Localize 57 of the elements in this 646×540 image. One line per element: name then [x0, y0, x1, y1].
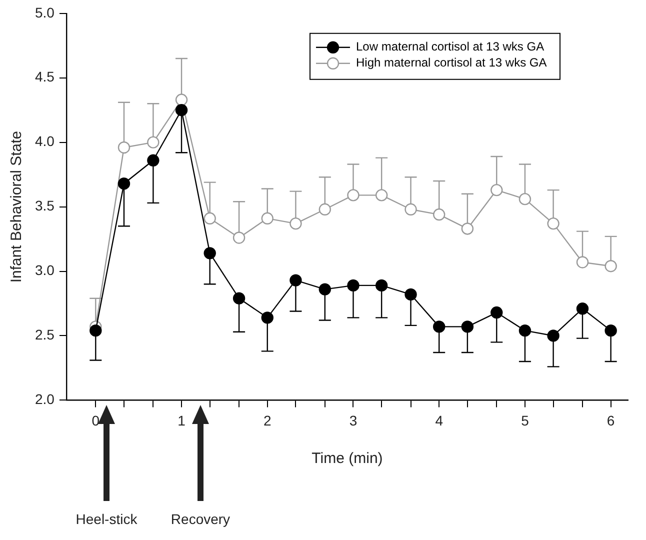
- point: [261, 312, 274, 324]
- point: [118, 177, 130, 190]
- point: [347, 189, 360, 202]
- point: [147, 136, 160, 148]
- x-axis-title: Time (min): [312, 450, 383, 468]
- point: [461, 222, 474, 235]
- point: [90, 324, 102, 337]
- point: [576, 302, 589, 315]
- point: [461, 320, 474, 333]
- y-tick-label: 3.0: [34, 262, 55, 278]
- y-tick-label: 4.0: [34, 133, 55, 150]
- x-tick-label: 6: [606, 412, 615, 428]
- y-tick-label: 2.5: [34, 326, 55, 343]
- legend-label: High maternal cortisol at 13 wks GA: [356, 56, 547, 70]
- point: [490, 184, 503, 196]
- y-tick-label: 5.0: [34, 4, 55, 20]
- point: [576, 256, 589, 268]
- point: [375, 279, 388, 292]
- x-tick-label: 3: [349, 412, 358, 428]
- point: [433, 320, 446, 333]
- point: [290, 217, 302, 230]
- point: [490, 306, 503, 319]
- point: [518, 192, 532, 206]
- point: [290, 274, 302, 286]
- point: [261, 212, 274, 225]
- x-tick-label: 0: [92, 412, 100, 428]
- point: [518, 324, 532, 337]
- point: [204, 247, 216, 260]
- text: Recovery: [170, 511, 232, 527]
- point: [604, 260, 617, 272]
- point: [547, 217, 560, 230]
- x-tick-label: 2: [263, 412, 272, 428]
- point: [175, 104, 188, 116]
- x-tick-label: 1: [178, 412, 186, 428]
- legend-label: Low maternal cortisol at 13 wks GA: [356, 40, 544, 54]
- point: [347, 279, 360, 292]
- point: [318, 203, 332, 216]
- point: [232, 292, 246, 304]
- x-tick-label: 5: [521, 412, 530, 428]
- x-tick-label: 4: [435, 412, 444, 428]
- point: [147, 154, 160, 166]
- point: [318, 283, 332, 296]
- text: Heel-stick: [74, 511, 138, 527]
- point: [375, 189, 388, 202]
- y-tick-label: 2.0: [34, 391, 55, 408]
- y-axis-title: Infant Behavioral State: [8, 130, 26, 283]
- point: [232, 232, 246, 244]
- point: [404, 203, 417, 216]
- point: [118, 141, 130, 154]
- y-tick-label: 4.5: [34, 68, 55, 85]
- point: [604, 324, 617, 337]
- point: [175, 94, 188, 106]
- point: [433, 208, 446, 221]
- point: [547, 330, 560, 342]
- point: [404, 288, 417, 301]
- point: [204, 212, 216, 225]
- y-tick-label: 3.5: [34, 198, 55, 214]
